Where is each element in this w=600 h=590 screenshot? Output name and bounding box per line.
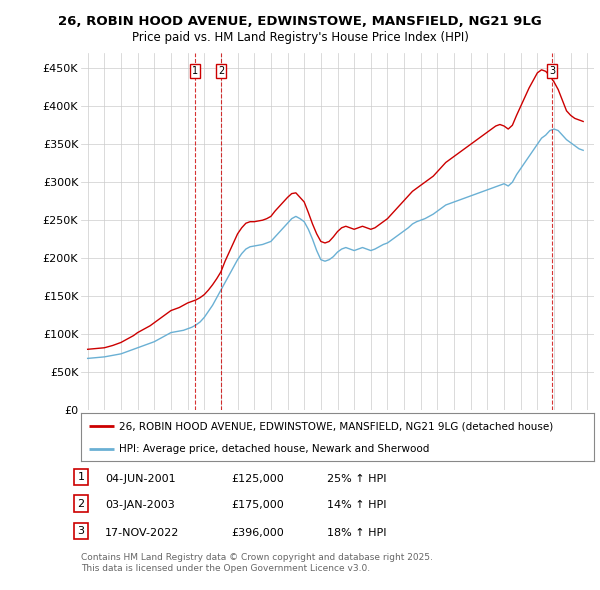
Text: 17-NOV-2022: 17-NOV-2022 xyxy=(105,528,179,538)
Text: 1: 1 xyxy=(77,472,85,482)
Text: Price paid vs. HM Land Registry's House Price Index (HPI): Price paid vs. HM Land Registry's House … xyxy=(131,31,469,44)
Text: 2: 2 xyxy=(218,65,224,76)
Text: £396,000: £396,000 xyxy=(231,528,284,538)
Text: 3: 3 xyxy=(549,65,555,76)
Text: 14% ↑ HPI: 14% ↑ HPI xyxy=(327,500,386,510)
Text: 25% ↑ HPI: 25% ↑ HPI xyxy=(327,474,386,484)
Text: Contains HM Land Registry data © Crown copyright and database right 2025.
This d: Contains HM Land Registry data © Crown c… xyxy=(81,553,433,573)
Text: 3: 3 xyxy=(77,526,85,536)
Text: 18% ↑ HPI: 18% ↑ HPI xyxy=(327,528,386,538)
Text: 2: 2 xyxy=(77,499,85,509)
Text: £125,000: £125,000 xyxy=(231,474,284,484)
Text: 26, ROBIN HOOD AVENUE, EDWINSTOWE, MANSFIELD, NG21 9LG: 26, ROBIN HOOD AVENUE, EDWINSTOWE, MANSF… xyxy=(58,15,542,28)
Text: 03-JAN-2003: 03-JAN-2003 xyxy=(105,500,175,510)
Text: 26, ROBIN HOOD AVENUE, EDWINSTOWE, MANSFIELD, NG21 9LG (detached house): 26, ROBIN HOOD AVENUE, EDWINSTOWE, MANSF… xyxy=(119,421,554,431)
Text: £175,000: £175,000 xyxy=(231,500,284,510)
Text: HPI: Average price, detached house, Newark and Sherwood: HPI: Average price, detached house, Newa… xyxy=(119,444,430,454)
Text: 1: 1 xyxy=(191,65,197,76)
Text: 04-JUN-2001: 04-JUN-2001 xyxy=(105,474,176,484)
